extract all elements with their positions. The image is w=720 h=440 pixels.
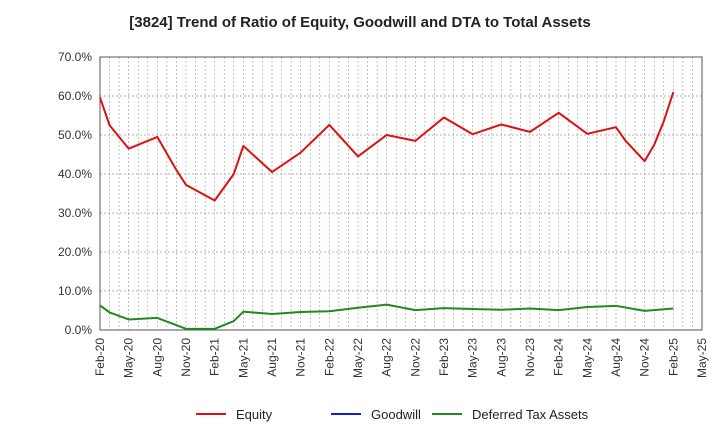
y-tick-label: 20.0%	[58, 245, 92, 259]
y-tick-label: 10.0%	[58, 284, 92, 298]
x-tick-label: Nov-24	[638, 338, 652, 377]
x-tick-label: Feb-25	[666, 338, 680, 376]
x-tick-label: Feb-21	[208, 338, 222, 376]
plot-area	[100, 57, 702, 330]
x-tick-label: Aug-20	[150, 338, 164, 377]
x-tick-label: Nov-22	[408, 338, 422, 377]
y-tick-label: 50.0%	[58, 128, 92, 142]
chart-title: [3824] Trend of Ratio of Equity, Goodwil…	[129, 14, 591, 31]
x-tick-label: May-22	[351, 338, 365, 378]
x-tick-label: Feb-23	[437, 338, 451, 376]
series-line-equity	[99, 91, 675, 202]
y-tick-label: 0.0%	[65, 323, 93, 337]
y-tick-label: 70.0%	[58, 50, 92, 64]
x-tick-label: Aug-21	[265, 338, 279, 377]
x-tick-label: Nov-21	[294, 338, 308, 377]
x-tick-label: Aug-24	[609, 338, 623, 377]
x-tick-label: May-25	[695, 338, 709, 378]
x-tick-label: Nov-23	[523, 338, 537, 377]
x-tick-label: Feb-24	[552, 338, 566, 376]
x-tick-label: Feb-22	[322, 338, 336, 376]
x-tick-label: Aug-23	[494, 338, 508, 377]
x-tick-label: May-21	[236, 338, 250, 378]
series-line-deferred-tax-assets	[99, 303, 674, 330]
x-tick-label: May-24	[580, 338, 594, 378]
x-tick-label: Aug-22	[380, 338, 394, 377]
y-tick-label: 40.0%	[58, 167, 92, 181]
x-tick-label: May-20	[122, 338, 136, 378]
legend-label-equity: Equity	[236, 407, 273, 422]
legend-label-goodwill: Goodwill	[371, 407, 421, 422]
y-tick-label: 60.0%	[58, 89, 92, 103]
plot-border	[99, 56, 703, 331]
legend-label-deferred-tax-assets: Deferred Tax Assets	[472, 407, 589, 422]
y-tick-label: 30.0%	[58, 206, 92, 220]
x-tick-label: Feb-20	[93, 338, 107, 376]
x-tick-label: May-23	[466, 338, 480, 378]
x-tick-label: Nov-20	[179, 338, 193, 377]
